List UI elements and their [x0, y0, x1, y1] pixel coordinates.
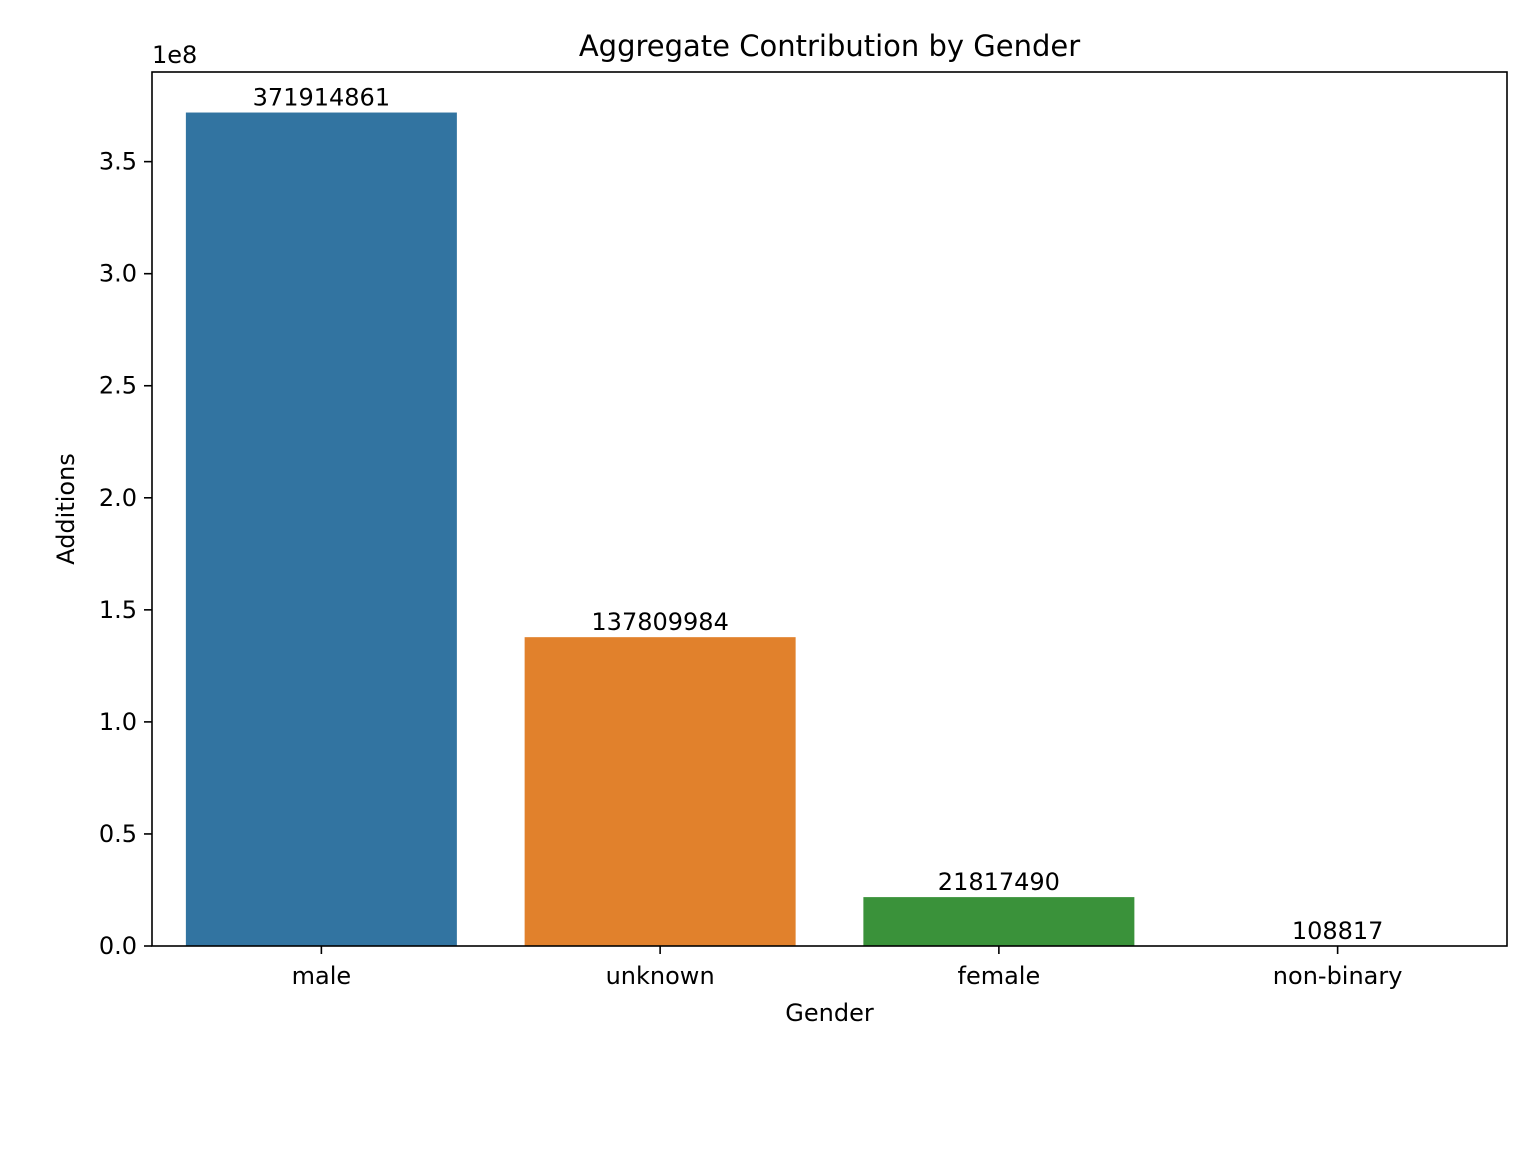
bar-value-label-female: 21817490 [938, 868, 1060, 896]
x-tick-label-female: female [958, 962, 1041, 990]
bar-value-label-unknown: 137809984 [591, 608, 728, 636]
x-tick-label-non-binary: non-binary [1273, 962, 1403, 990]
x-tick-label-male: male [292, 962, 352, 990]
y-tick-label: 2.0 [99, 484, 137, 512]
y-tick-label: 2.5 [99, 372, 137, 400]
bar-value-label-non-binary: 108817 [1292, 917, 1384, 945]
y-tick-label: 3.5 [99, 148, 137, 176]
bar-male [186, 113, 457, 946]
bar-unknown [525, 637, 796, 946]
bar-female [863, 897, 1134, 946]
y-tick-label: 3.0 [99, 260, 137, 288]
y-axis-offset-text: 1e8 [152, 41, 197, 69]
y-tick-label: 1.5 [99, 596, 137, 624]
x-axis-label: Gender [785, 999, 874, 1027]
bar-value-label-male: 371914861 [253, 84, 390, 112]
chart-title: Aggregate Contribution by Gender [579, 29, 1080, 63]
y-axis-label: Additions [52, 453, 80, 565]
y-tick-label: 1.0 [99, 708, 137, 736]
x-tick-label-unknown: unknown [606, 962, 715, 990]
y-tick-label: 0.5 [99, 820, 137, 848]
y-tick-label: 0.0 [99, 932, 137, 960]
